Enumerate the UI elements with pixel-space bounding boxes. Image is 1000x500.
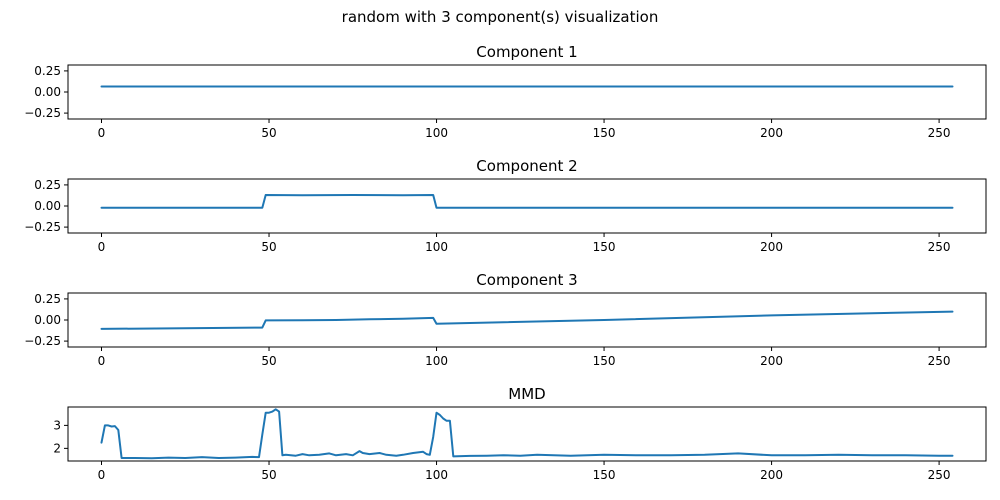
subplot-title: MMD bbox=[508, 385, 545, 403]
subplot-title: Component 3 bbox=[476, 271, 577, 289]
x-tick-label: 150 bbox=[593, 240, 616, 254]
y-tick-label: 0.00 bbox=[34, 199, 61, 213]
subplot-title: Component 1 bbox=[476, 43, 577, 61]
series-line bbox=[100, 310, 954, 330]
x-tick-label: 150 bbox=[593, 126, 616, 140]
x-tick-label: 100 bbox=[425, 354, 448, 368]
y-tick-label: 0.00 bbox=[34, 85, 61, 99]
figure-suptitle: random with 3 component(s) visualization bbox=[342, 8, 659, 26]
x-tick-label: 0 bbox=[98, 126, 106, 140]
x-tick-label: 250 bbox=[928, 354, 951, 368]
subplot-3: Component 3 0 50 100 150 200 250 −0.25 0.00 0.25 bbox=[24, 271, 987, 368]
series-line bbox=[100, 408, 954, 460]
x-tick-label: 200 bbox=[760, 468, 783, 482]
x-tick-label: 200 bbox=[760, 354, 783, 368]
y-tick-label: −0.25 bbox=[24, 106, 61, 120]
x-tick-label: 0 bbox=[98, 468, 106, 482]
subplot-4: MMD 0 50 100 150 200 250 2 3 bbox=[53, 385, 987, 482]
y-tick-label: 3 bbox=[53, 418, 61, 432]
x-tick-label: 250 bbox=[928, 468, 951, 482]
x-tick-label: 0 bbox=[98, 354, 106, 368]
y-tick-label: 2 bbox=[53, 441, 61, 455]
x-tick-label: 100 bbox=[425, 126, 448, 140]
axes-frame bbox=[67, 406, 987, 462]
x-tick-label: 150 bbox=[593, 468, 616, 482]
x-tick-label: 100 bbox=[425, 468, 448, 482]
x-tick-label: 200 bbox=[760, 240, 783, 254]
subplots: Component 10 50 100 150 200 250−0.250.000.25C… bbox=[24, 43, 987, 482]
y-tick-label: 0.25 bbox=[34, 64, 61, 78]
axes-frame bbox=[67, 178, 987, 234]
x-tick-label: 250 bbox=[928, 126, 951, 140]
y-tick-label: 0.25 bbox=[34, 292, 61, 306]
y-tick-label: 0.25 bbox=[34, 178, 61, 192]
series-line bbox=[100, 194, 954, 209]
x-tick-label: 100 bbox=[425, 240, 448, 254]
x-tick-label: 200 bbox=[760, 126, 783, 140]
axes-frame bbox=[67, 64, 987, 120]
x-tick-label: 50 bbox=[261, 468, 276, 482]
y-tick-label: 0.00 bbox=[34, 313, 61, 327]
subplot-1: Component 1 0 50 100 150 200 250 −0.25 0.00 0.25 bbox=[24, 43, 987, 140]
x-tick-label: 50 bbox=[261, 240, 276, 254]
x-tick-label: 50 bbox=[261, 126, 276, 140]
x-tick-label: 250 bbox=[928, 240, 951, 254]
x-tick-label: 150 bbox=[593, 354, 616, 368]
subplot-title: Component 2 bbox=[476, 157, 577, 175]
axes-frame bbox=[67, 292, 987, 348]
y-tick-label: −0.25 bbox=[24, 220, 61, 234]
y-tick-label: −0.25 bbox=[24, 334, 61, 348]
x-tick-label: 50 bbox=[261, 354, 276, 368]
subplot-2: Component 2 0 50 100 150 200 250 −0.25 0.00 0.25 bbox=[24, 157, 987, 254]
x-tick-label: 0 bbox=[98, 240, 106, 254]
